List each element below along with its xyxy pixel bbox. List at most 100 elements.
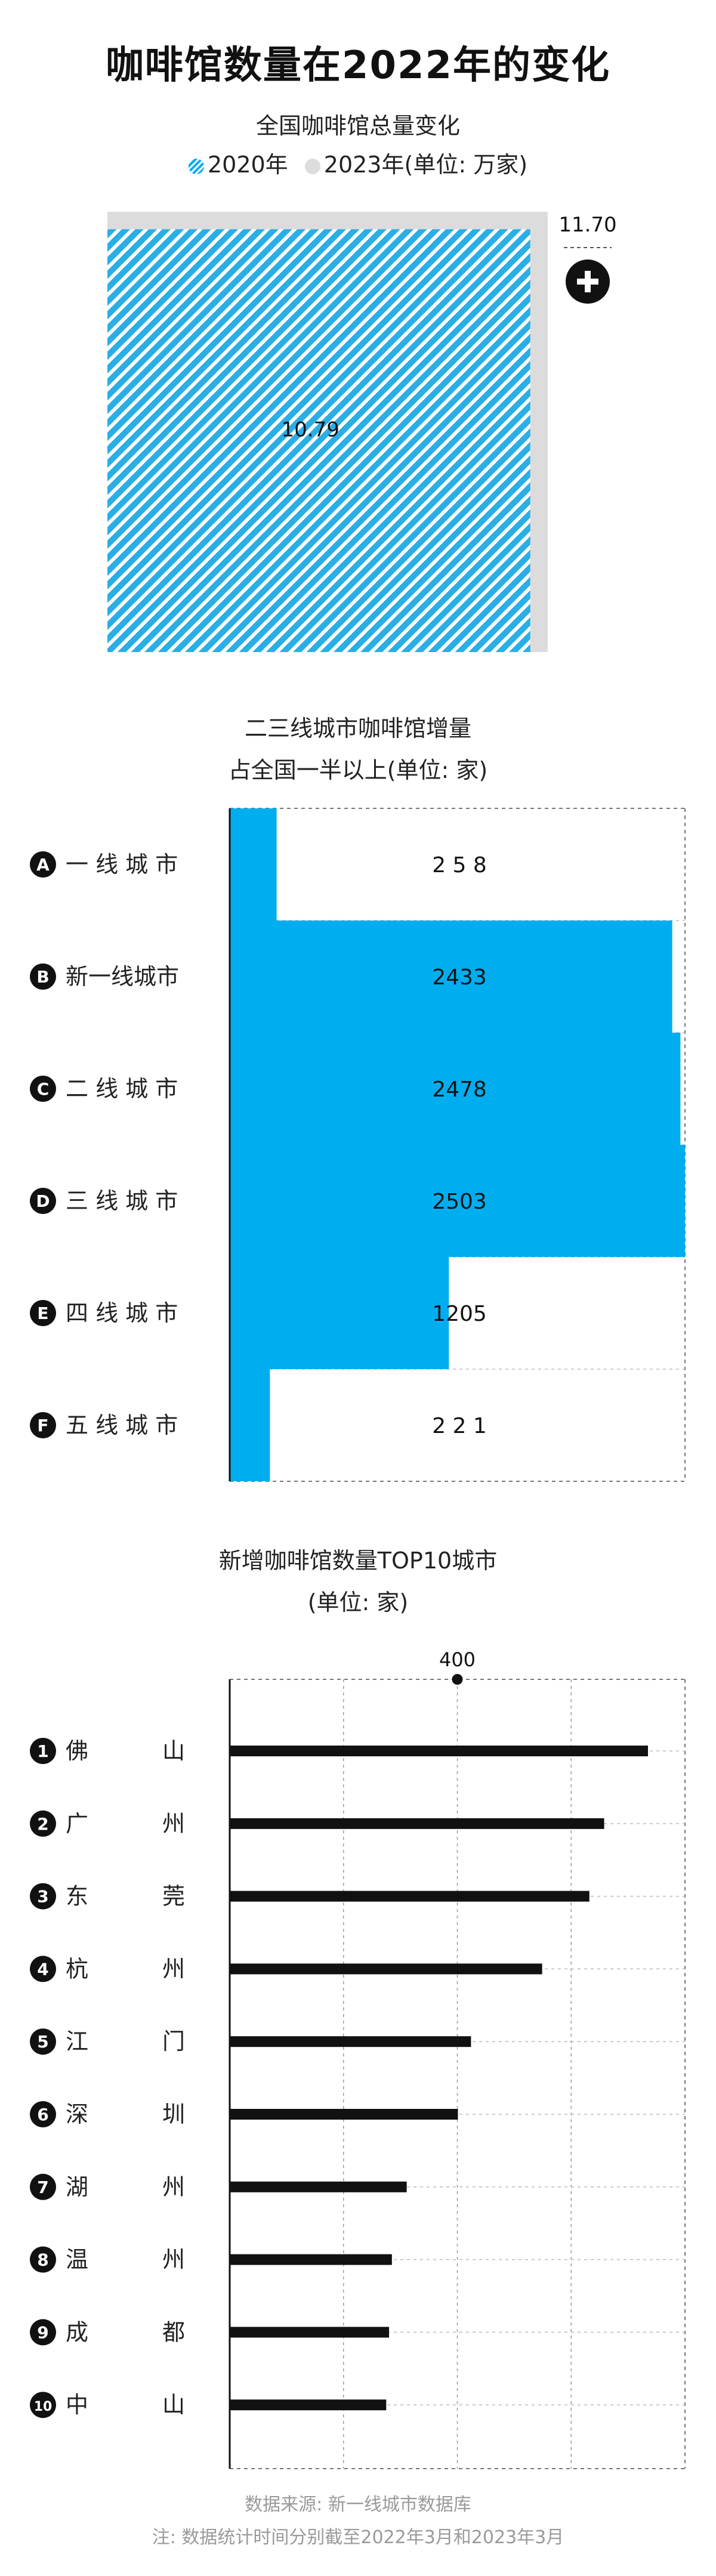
tier-marker-letter: F (37, 1416, 48, 1435)
city-label-first: 湖 (66, 2174, 88, 2200)
rank-number: 3 (37, 1887, 48, 1907)
bar-四线城市 (230, 1257, 449, 1369)
rank-badge-icon (30, 2319, 56, 2346)
rank-number: 10 (34, 2399, 53, 2414)
rank-number: 8 (37, 2250, 48, 2270)
rank-number: 7 (37, 2177, 48, 2197)
tier-marker-icon (30, 1188, 56, 1214)
city-label-first: 温 (66, 2247, 88, 2273)
footer-source: 数据来源: 新一线城市数据库 (245, 2494, 471, 2515)
area-2020-value: 10.79 (282, 418, 340, 442)
city-label-first: 深 (66, 2101, 88, 2127)
tier-marker-letter: E (37, 1304, 48, 1323)
tier-marker-letter: B (36, 967, 49, 987)
tier-city-bar-chart: 2 5 8 A 一 线 城 市 2433 B 新一线城市 2478 C 二 线 城 市 2503 D… (30, 808, 686, 1482)
rank-badge-icon (30, 1810, 56, 1837)
city-label-second: 州 (162, 1811, 185, 1837)
rank-number: 9 (37, 2322, 48, 2342)
city-label-first: 江 (66, 2028, 88, 2055)
city-label-first: 中 (66, 2392, 88, 2418)
bar-成都 (230, 2327, 390, 2338)
bar-江门 (230, 2036, 471, 2047)
category-label: 新一线城市 (66, 963, 179, 990)
rank-badge-icon (30, 1738, 56, 1764)
city-label-first: 东 (66, 1883, 88, 1910)
bar-value-label: 2433 (432, 965, 487, 990)
rank-badge-icon (30, 1956, 56, 1982)
bar-深圳 (230, 2109, 458, 2120)
bar-广州 (230, 1818, 604, 1829)
city-label-first: 佛 (66, 1738, 88, 1764)
bar-value-label: 2478 (432, 1077, 487, 1102)
gray-swatch-icon (304, 159, 320, 174)
category-label: 一 线 城 市 (66, 851, 178, 878)
city-label-second: 圳 (162, 2101, 185, 2127)
city-label-second: 莞 (162, 1883, 185, 1910)
city-label-second: 山 (162, 2392, 185, 2418)
bar-一线城市 (230, 808, 277, 921)
area-2020 (107, 229, 530, 652)
rank-number: 5 (37, 2032, 48, 2052)
rank-number: 2 (37, 1814, 48, 1834)
bar-佛山 (230, 1746, 649, 1756)
section1-subtitle: 全国咖啡馆总量变化 (255, 113, 460, 139)
page-title: 咖啡馆数量在2022年的变化 (105, 44, 611, 88)
tier-marker-icon (30, 1076, 56, 1102)
category-label: 四 线 城 市 (66, 1300, 178, 1326)
rank-badge-icon (30, 1883, 56, 1910)
marker-dot-icon (452, 1674, 463, 1685)
bar-杭州 (230, 1963, 542, 1975)
bar-value-label: 2503 (432, 1190, 487, 1214)
bar-二线城市 (230, 1033, 681, 1145)
tier-marker-icon (30, 851, 56, 878)
bar-三线城市 (230, 1145, 685, 1257)
bar-东莞 (230, 1891, 590, 1902)
legend-item-2023: 2023年(单位: 万家) (304, 152, 528, 178)
legend-label-2023: 2023年(单位: 万家) (323, 152, 528, 178)
footer-note: 注: 数据统计时间分别截至2022年3月和2023年3月 (152, 2527, 564, 2548)
city-label-first: 成 (66, 2319, 88, 2345)
bar-中山 (230, 2399, 387, 2411)
rank-number: 6 (37, 2105, 48, 2124)
total-area-chart: 10.79 11.70 (107, 212, 617, 652)
tier-marker-letter: D (36, 1191, 50, 1211)
city-label-second: 州 (162, 2174, 185, 2200)
area-2023-value: 11.70 (558, 213, 616, 237)
category-label: 二 线 城 市 (66, 1076, 178, 1102)
section3-title: 新增咖啡馆数量TOP10城市 (218, 1548, 498, 1574)
legend-label-2020: 2020年 (207, 152, 288, 178)
marker-label: 400 (439, 1648, 476, 1671)
plus-icon (566, 260, 610, 304)
hatch-swatch-icon (188, 159, 204, 174)
bar-湖州 (230, 2181, 407, 2192)
city-label-second: 门 (162, 2028, 185, 2055)
bar-温州 (230, 2254, 392, 2265)
section2-title: 二三线城市咖啡馆增量 (244, 715, 471, 742)
city-label-second: 州 (162, 2247, 185, 2273)
top10-bar-chart: 4001 佛山2 广州3 东莞4 杭州5 江门6 深圳7 湖州8 温州9 成都10 中山 (30, 1648, 686, 2469)
rank-badge-icon (30, 2246, 56, 2273)
tier-marker-letter: A (36, 855, 50, 875)
rank-number: 1 (37, 1741, 48, 1761)
bar-value-label: 2 2 1 (432, 1414, 487, 1438)
section2-subtitle: 占全国一半以上(单位: 家) (228, 757, 488, 783)
bar-五线城市 (230, 1369, 270, 1481)
city-label-second: 山 (162, 1738, 185, 1764)
rank-number: 4 (37, 1959, 48, 1979)
category-label: 五 线 城 市 (66, 1412, 178, 1438)
city-label-second: 都 (162, 2319, 185, 2345)
bar-新一线城市 (230, 921, 672, 1033)
tier-marker-icon (30, 963, 56, 990)
section3-subtitle: (单位: 家) (307, 1589, 409, 1616)
legend-item-2020: 2020年 (188, 152, 295, 178)
city-label-first: 杭 (66, 1956, 88, 1982)
section1-legend: 2020年 2023年(单位: 万家) (0, 146, 716, 179)
bar-value-label: 2 5 8 (432, 853, 487, 878)
rank-badge-icon (30, 2392, 56, 2419)
city-label-first: 广 (66, 1811, 88, 1837)
tier-marker-icon (30, 1412, 56, 1438)
rank-badge-icon (30, 2101, 56, 2127)
bar-value-label: 1205 (432, 1302, 487, 1326)
rank-badge-icon (30, 2173, 56, 2200)
